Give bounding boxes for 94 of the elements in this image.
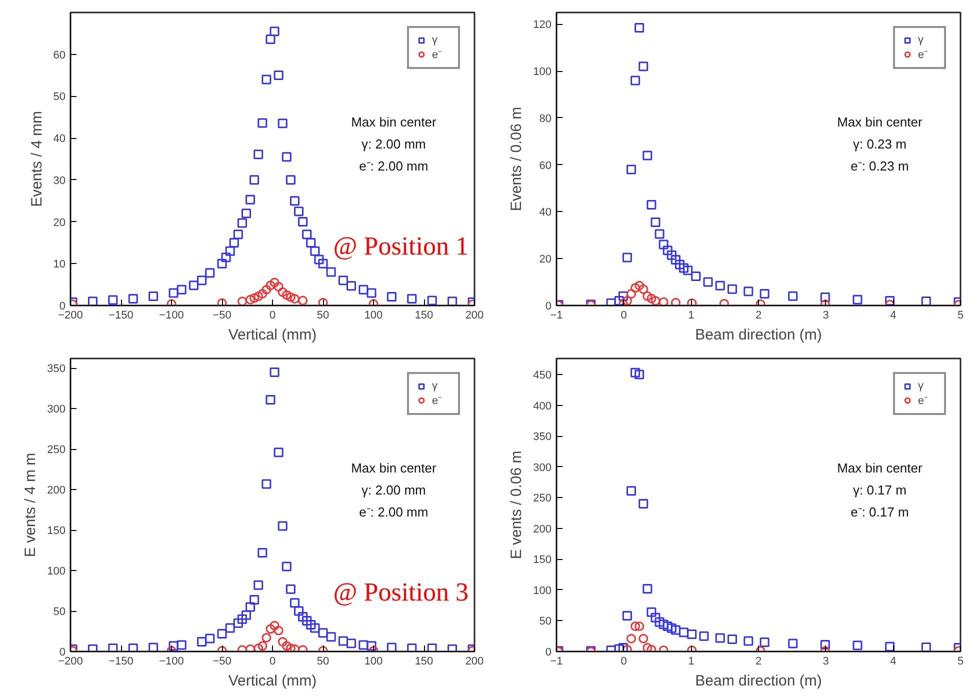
annotation: γ: 2.00 mm <box>362 482 426 498</box>
y-tick-label: 100 <box>533 584 552 597</box>
y-tick-label: 20 <box>53 216 66 229</box>
y-tick-label: 150 <box>47 525 66 538</box>
x-tick-label: −100 <box>159 656 184 668</box>
x-tick-label: 100 <box>364 656 383 668</box>
annotation: @ Position 3 <box>333 578 469 606</box>
legend-label: e⁻ <box>432 48 444 61</box>
legend-label: γ <box>918 380 924 392</box>
annotation: Max bin center <box>837 460 923 476</box>
y-tick-label: 30 <box>53 174 66 187</box>
annotation: e⁻: 2.00 mm <box>359 504 428 520</box>
y-tick-label: 0 <box>545 646 552 658</box>
x-tick-label: 1 <box>688 656 694 668</box>
x-tick-label: 2 <box>755 310 762 322</box>
y-tick-label: 0 <box>59 646 66 658</box>
x-tick-label: −200 <box>58 310 83 322</box>
annotation: e⁻: 2.00 mm <box>359 158 428 174</box>
x-tick-label: −50 <box>212 310 232 322</box>
x-tick-label: −100 <box>159 310 184 322</box>
y-axis-title: E vents / 4 m m <box>22 452 40 558</box>
x-tick-label: 200 <box>465 656 484 668</box>
legend-label: γ <box>918 34 924 46</box>
x-tick-label: −150 <box>108 656 134 668</box>
y-tick-label: 60 <box>53 49 66 62</box>
y-tick-label: 300 <box>533 462 552 474</box>
x-tick-label: 3 <box>822 656 829 668</box>
x-tick-label: 3 <box>822 310 829 322</box>
x-tick-label: −150 <box>108 310 134 322</box>
y-tick-label: 10 <box>53 258 66 271</box>
y-axis-title: E vents / 0.06 m <box>508 450 526 560</box>
annotation: e⁻: 0.17 m <box>850 504 909 520</box>
y-tick-label: 400 <box>533 400 552 412</box>
y-tick-label: 40 <box>539 206 552 219</box>
y-tick-label: 200 <box>47 484 66 497</box>
x-axis-title: Beam direction (m) <box>695 326 822 344</box>
y-tick-label: 80 <box>539 112 552 125</box>
x-tick-label: 100 <box>364 310 383 322</box>
annotation: e⁻: 0.23 m <box>850 158 909 174</box>
annotation: @ Position 1 <box>333 232 469 260</box>
y-tick-label: 300 <box>47 404 66 416</box>
x-tick-label: −1 <box>550 656 563 668</box>
y-tick-label: 60 <box>539 160 552 172</box>
x-tick-label: 50 <box>316 310 330 322</box>
y-tick-label: 250 <box>533 492 552 505</box>
y-tick-label: 150 <box>533 554 552 566</box>
y-tick-label: 40 <box>53 133 66 146</box>
y-tick-label: 50 <box>539 616 552 628</box>
x-tick-label: 0 <box>269 656 276 668</box>
x-tick-label: 0 <box>269 310 276 322</box>
legend-label: e⁻ <box>918 394 930 407</box>
y-tick-label: 100 <box>47 566 66 578</box>
y-tick-label: 50 <box>53 606 66 618</box>
x-tick-label: 5 <box>957 310 964 322</box>
y-tick-label: 350 <box>47 363 66 376</box>
y-tick-label: 350 <box>533 431 552 444</box>
y-tick-label: 450 <box>533 370 552 382</box>
y-axis-title: Events / 0.06 m <box>508 106 526 212</box>
annotation: γ: 0.23 m <box>852 136 906 152</box>
x-tick-label: 1 <box>688 310 694 322</box>
x-tick-label: 150 <box>414 310 434 322</box>
x-axis-title: Beam direction (m) <box>695 672 822 690</box>
x-tick-label: 4 <box>890 310 896 322</box>
x-tick-label: −200 <box>58 656 83 668</box>
legend-label: e⁻ <box>918 48 930 61</box>
y-axis-title: Events / 4 mm <box>28 111 46 207</box>
legend-label: γ <box>432 34 438 46</box>
y-tick-label: 50 <box>53 91 66 104</box>
y-tick-label: 120 <box>533 19 552 32</box>
annotation: γ: 2.00 mm <box>362 136 426 152</box>
x-tick-label: 2 <box>755 656 762 668</box>
annotation: Max bin center <box>351 114 437 130</box>
x-tick-label: 5 <box>957 656 964 668</box>
y-tick-label: 200 <box>533 523 552 536</box>
legend-label: e⁻ <box>432 394 444 407</box>
x-tick-label: 150 <box>414 656 434 668</box>
x-tick-label: 4 <box>890 656 896 668</box>
x-tick-label: −1 <box>550 310 563 322</box>
annotation: Max bin center <box>351 460 437 476</box>
x-tick-label: 200 <box>465 310 484 322</box>
x-tick-label: 0 <box>620 656 627 668</box>
x-tick-label: 0 <box>620 310 627 322</box>
x-axis-title: Vertical (mm) <box>228 672 317 690</box>
y-tick-label: 0 <box>545 300 552 312</box>
x-tick-label: −50 <box>212 656 232 668</box>
annotation: Max bin center <box>837 114 923 130</box>
y-tick-label: 0 <box>59 300 66 312</box>
x-axis-title: Vertical (mm) <box>228 326 317 344</box>
y-tick-label: 250 <box>47 444 66 456</box>
legend-label: γ <box>432 380 438 392</box>
y-tick-label: 20 <box>539 254 552 266</box>
y-tick-label: 100 <box>533 66 552 78</box>
x-tick-label: 50 <box>316 656 330 668</box>
annotation: γ: 0.17 m <box>852 482 906 498</box>
